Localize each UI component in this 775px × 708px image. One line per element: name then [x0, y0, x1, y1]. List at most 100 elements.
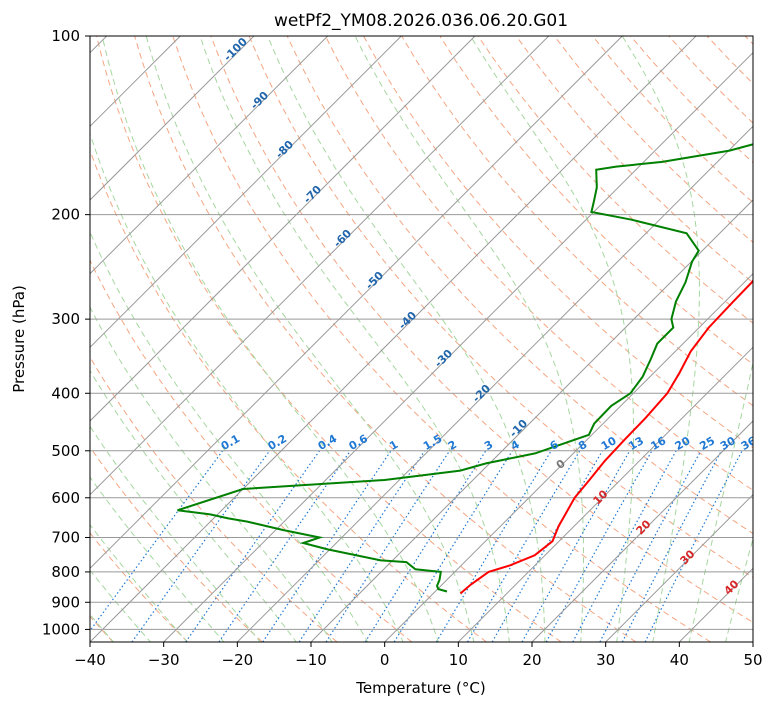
dry-adiabat-line	[90, 148, 487, 642]
isotherm-line	[752, 641, 753, 642]
contour-labels: 0.1 0.2 0.4 0.6 1 1.5 2 3 4 6 8 10 13 16 20 25 30 36-100-…	[219, 35, 759, 598]
mixing-ratio-label: 0.4	[316, 432, 340, 453]
mixing-ratio-line	[218, 450, 351, 642]
y-tick-label: 400	[51, 384, 80, 402]
sounding-traces	[177, 143, 753, 595]
dry-adiabat-label: 20	[634, 517, 654, 537]
mixing-ratio-line	[325, 450, 451, 642]
mixing-ratio-line	[185, 450, 321, 642]
mixing-ratio-line	[364, 450, 487, 642]
moist-adiabat-line	[90, 132, 404, 642]
isotherm-line	[310, 199, 753, 642]
mixing-ratio-line	[131, 450, 271, 642]
isotherms	[90, 36, 753, 642]
mixing-ratio-line	[262, 450, 392, 642]
moist-adiabat-line	[470, 36, 634, 642]
moist-adiabat-label: 0	[554, 457, 568, 472]
isotherm-line	[163, 51, 753, 642]
moist-adiabat-line	[90, 523, 188, 642]
mixing-ratio-line	[90, 450, 224, 632]
isotherm-line	[384, 272, 753, 642]
dry-adiabat-line	[90, 356, 338, 642]
y-tick-label: 800	[51, 563, 80, 581]
dry-adiabat-line	[515, 36, 753, 284]
isotherm-label: -50	[363, 269, 386, 292]
mixing-ratio-label: 13	[626, 434, 646, 453]
x-axis-title: Temperature (°C)	[355, 679, 485, 697]
mixing-ratio-lines	[90, 450, 743, 642]
dry-adiabat-line	[286, 36, 753, 535]
isotherm-line	[90, 36, 476, 422]
moist-adiabat-line	[621, 36, 700, 642]
isotherm-line	[605, 493, 753, 642]
isotherm-line	[90, 36, 402, 349]
x-tick-label: 50	[743, 651, 762, 669]
dry-adiabat-line	[248, 36, 753, 579]
dry-adiabat-line	[90, 532, 189, 642]
dry-adiabat-line	[706, 36, 753, 85]
moist-adiabat-line	[354, 36, 584, 642]
dry-adiabat-line	[90, 446, 263, 642]
moist-adiabat-line	[145, 36, 475, 642]
isotherm-label: -70	[301, 183, 324, 206]
mixing-ratio-line	[298, 450, 426, 642]
mixing-ratio-label: 36	[739, 434, 759, 453]
x-tick-label: −30	[148, 651, 180, 669]
x-axis: −40 −30 −20 −10 0 10 20 30 40 50	[74, 642, 763, 669]
mixing-ratio-label: 25	[697, 434, 717, 453]
y-tick-label: 600	[51, 489, 80, 507]
x-tick-label: −40	[74, 651, 106, 669]
plot-area: 0.1 0.2 0.4 0.6 1 1.5 2 3 4 6 8 10 13 16 20 25 30 36-100-…	[90, 35, 759, 642]
dewpoint-trace	[177, 143, 753, 593]
x-tick-label: −10	[295, 651, 327, 669]
mixing-ratio-label: 20	[673, 434, 693, 453]
isotherm-label: -30	[432, 347, 455, 370]
pressure-gridlines	[90, 36, 753, 630]
isotherm-label: -100	[221, 35, 250, 64]
moist-adiabat-line	[90, 425, 261, 642]
mixing-ratio-line	[521, 450, 631, 642]
isotherm-line	[236, 125, 753, 642]
moist-adiabat-line	[90, 306, 333, 642]
dry-adiabat-line	[324, 36, 753, 491]
moist-adiabats	[90, 36, 753, 642]
isotherm-label: -80	[273, 138, 296, 161]
moist-adiabat-line	[101, 36, 440, 642]
isotherm-label: -40	[396, 309, 419, 332]
moist-adiabat-line	[90, 476, 225, 642]
y-tick-label: 900	[51, 593, 80, 611]
isotherm-line	[678, 567, 753, 642]
mixing-ratio-label: 30	[718, 434, 738, 453]
dry-adiabat-line	[172, 36, 711, 642]
mixing-ratio-line	[545, 450, 653, 642]
isotherm-line	[531, 420, 753, 642]
isotherm-line	[90, 36, 329, 275]
y-tick-label: 100	[51, 27, 80, 45]
moist-adiabat-line	[725, 537, 753, 642]
mixing-ratio-label: 0.1	[219, 432, 242, 453]
isotherm-line	[90, 36, 697, 642]
x-tick-label: 0	[380, 651, 390, 669]
dry-adiabats	[90, 36, 753, 642]
x-tick-label: −20	[222, 651, 254, 669]
y-tick-label: 500	[51, 442, 80, 460]
dry-adiabat-line	[210, 36, 753, 623]
chart-title: wetPf2_YM08.2026.036.06.20.G01	[274, 11, 568, 31]
y-tick-label: 300	[51, 310, 80, 328]
dry-adiabat-line	[90, 259, 413, 642]
x-tick-label: 40	[670, 651, 689, 669]
x-tick-label: 20	[522, 651, 541, 669]
mixing-ratio-line	[435, 450, 552, 642]
moist-adiabat-line	[199, 36, 510, 642]
isotherm-label: -20	[470, 382, 493, 405]
y-tick-label: 200	[51, 206, 80, 224]
isotherm-label: -60	[331, 227, 354, 250]
temperature-trace	[459, 278, 753, 595]
isotherm-label: -90	[248, 89, 271, 112]
isotherm-label: -10	[507, 417, 530, 440]
mixing-ratio-label: 0.6	[347, 432, 371, 453]
isotherm-line	[90, 36, 623, 570]
mixing-ratio-line	[621, 450, 722, 642]
x-tick-label: 10	[449, 651, 468, 669]
